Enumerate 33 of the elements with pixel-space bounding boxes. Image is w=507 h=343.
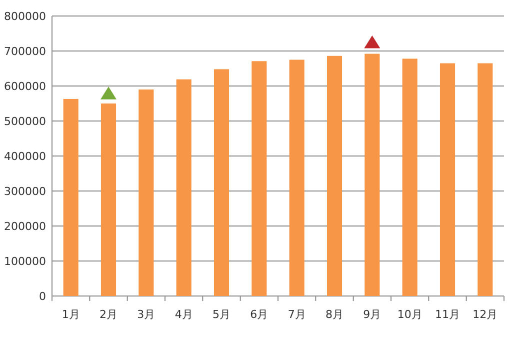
- y-tick-label: 0: [39, 290, 46, 303]
- bar: [63, 98, 78, 296]
- bar: [214, 69, 230, 296]
- bar: [364, 54, 380, 296]
- y-tick-label: 300000: [4, 185, 46, 198]
- x-tick-label: 2月: [100, 308, 118, 321]
- x-tick-label: 4月: [174, 308, 193, 321]
- bar: [138, 90, 154, 296]
- bar: [478, 63, 493, 296]
- x-tick-label: 3月: [137, 308, 156, 321]
- bar: [176, 79, 192, 296]
- y-tick-label: 500000: [4, 115, 46, 128]
- x-tick-label: 12月: [472, 308, 498, 321]
- bar: [289, 60, 304, 296]
- x-tick-label: 6月: [250, 308, 268, 321]
- x-tick-label: 11月: [435, 308, 460, 321]
- y-tick-label: 800000: [4, 10, 46, 23]
- bar: [252, 61, 267, 296]
- bar: [100, 104, 116, 296]
- y-tick-label: 100000: [4, 255, 46, 268]
- x-tick-label: 5月: [212, 308, 230, 321]
- bar: [440, 63, 456, 296]
- x-tick-label: 10月: [397, 308, 422, 321]
- y-tick-label: 400000: [4, 150, 46, 163]
- x-tick-label: 7月: [288, 308, 306, 321]
- x-tick-label: 8月: [326, 308, 344, 321]
- y-tick-label: 700000: [4, 45, 46, 58]
- x-tick-label: 9月: [363, 308, 382, 321]
- x-tick-label: 1月: [62, 308, 80, 321]
- y-tick-label: 200000: [4, 220, 46, 233]
- bar: [402, 58, 418, 296]
- y-tick-label: 600000: [4, 80, 46, 93]
- bar: [326, 56, 342, 296]
